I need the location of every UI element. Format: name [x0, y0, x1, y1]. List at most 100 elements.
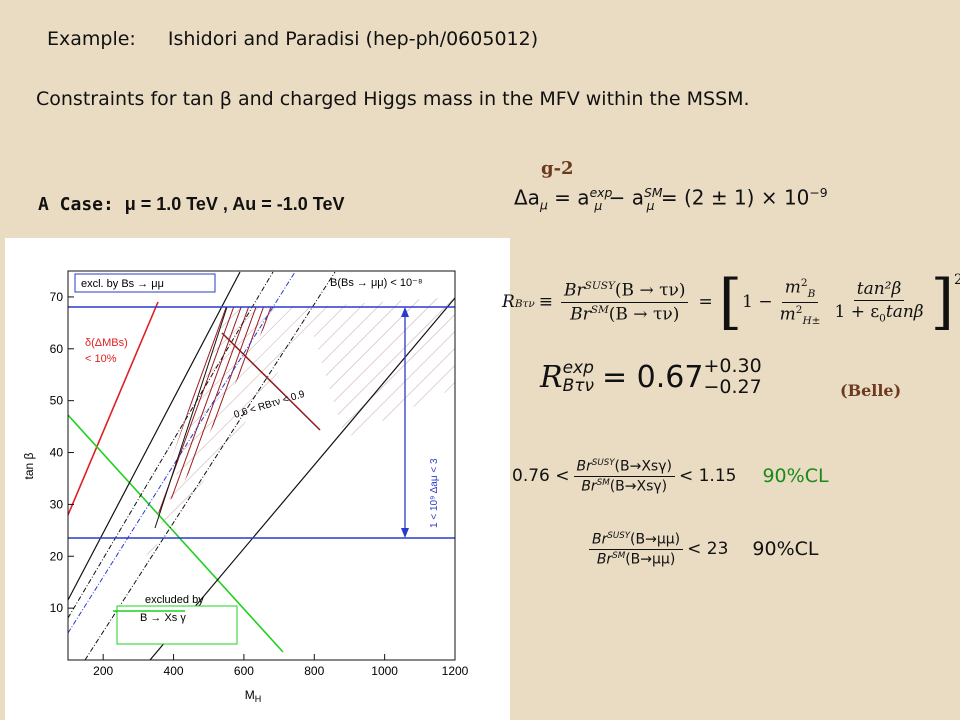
text: Bτν: [562, 376, 594, 396]
case: A Case: μ = 1.0 TeV , Au = -1.0 TeV: [38, 194, 344, 215]
shape: BrSUSY(B→Xsγ) BrSM(B→Xsγ): [573, 458, 675, 495]
shape: BrSM(B → τν): [567, 303, 682, 325]
shape: +0.30 −0.27: [703, 356, 761, 398]
x-axis-label: MH: [245, 688, 262, 704]
text: 1 −: [742, 292, 773, 312]
x-tick-label: 400: [164, 664, 184, 678]
text: μ: [646, 197, 655, 213]
text: =: [698, 292, 713, 312]
shape: [84, 271, 336, 660]
text: +0.30: [703, 355, 762, 377]
annotation: < 10%: [85, 353, 117, 365]
text: R: [540, 359, 563, 395]
text: = (2 ± 1) × 10: [654, 185, 810, 210]
annotation: 1 < 10⁹ Δaμ < 3: [429, 458, 440, 528]
text: 2: [954, 272, 960, 288]
shape: ]: [930, 267, 955, 337]
text: < 23: [687, 539, 729, 560]
text: SUSY: [607, 531, 631, 541]
shape: [: [718, 267, 743, 337]
text: 2: [800, 277, 808, 290]
text: M: [245, 688, 255, 702]
text: Br: [570, 304, 591, 325]
shape: [116, 605, 238, 645]
bmm-equation: BrSUSY(B→μμ) BrSM(B→μμ) < 23 90%CL: [585, 531, 818, 567]
text: μ: [539, 197, 548, 213]
shape: BrSUSY(B→μμ) BrSM(B→μμ): [589, 531, 684, 568]
shape: BrSUSY(B → τν): [561, 280, 689, 303]
text: Br: [564, 280, 585, 301]
text: Bτν: [514, 298, 535, 310]
shape: [74, 273, 216, 293]
text: SUSY: [591, 458, 615, 468]
plot: 200 400 600 800 1000 1200 10 20 30 40 50 60 70 excl.…: [5, 238, 510, 720]
y-tick-label: 40: [50, 446, 64, 460]
x-tick-label: 600: [234, 664, 254, 678]
text: < 1.15: [678, 466, 737, 487]
text: 1 + ε: [834, 302, 880, 323]
text: − a: [602, 185, 645, 210]
shape: 200 400 600 800 1000 1200 10 20 30 40 50 60 70: [50, 290, 469, 678]
text: tan²β: [853, 279, 905, 302]
text: H: [255, 694, 262, 704]
text: Example:: [47, 28, 136, 50]
text: (B → τν): [608, 304, 680, 325]
annotation: B(Bs → μμ) < 10⁻⁸: [330, 277, 423, 289]
text: 2: [795, 303, 803, 316]
shape: [68, 271, 455, 660]
text: SM: [644, 185, 663, 200]
text: μ: [594, 197, 603, 213]
text: μ = 1.0 TeV , Au = -1.0 TeV: [124, 194, 345, 214]
g2-equation: Δaμ = aexpμ − aSMμ = (2 ± 1) × 10−9: [514, 185, 828, 213]
source: (Belle): [840, 381, 902, 400]
text: m: [784, 278, 801, 299]
y-tick-label: 20: [50, 549, 64, 563]
text: 0: [879, 312, 886, 325]
x-tick-label: 800: [304, 664, 324, 678]
text: SM: [596, 477, 610, 488]
shape: BrSUSY(B → τν) BrSM(B → τν): [561, 280, 689, 325]
text: = 0.67: [602, 359, 704, 395]
shape: [67, 270, 456, 661]
shape: BrSUSY(B→Xsγ): [573, 458, 675, 477]
rbtn-equation: R Bτν ≡ BrSUSY(B → τν) BrSM(B → τν) = [ 1 …: [502, 272, 960, 332]
text: SM: [590, 303, 609, 316]
text: Br: [581, 478, 597, 495]
shape: m2H±: [777, 303, 824, 327]
text: 0.76 <: [512, 466, 570, 487]
text: tanβ: [885, 302, 924, 323]
shape: [150, 307, 275, 523]
shape: 1 + ε0tanβ: [831, 301, 926, 324]
text: (B → τν): [614, 280, 686, 301]
x-tick-label: 1200: [442, 664, 469, 678]
text: Br: [576, 458, 592, 475]
shape: [68, 271, 296, 634]
text: −0.27: [703, 376, 762, 398]
shape: [154, 306, 228, 529]
shape: [401, 307, 409, 317]
y-tick-label: 10: [50, 601, 64, 615]
text: (B→Xsγ): [614, 458, 672, 475]
shape: [221, 332, 321, 431]
y-tick-label: 50: [50, 394, 64, 408]
shape: [149, 297, 455, 660]
shape: [68, 271, 241, 601]
y-tick-label: 60: [50, 342, 64, 356]
text: Br: [592, 531, 608, 548]
text: Br: [596, 551, 613, 568]
text: m: [779, 304, 796, 325]
x-tick-label: 1000: [371, 664, 398, 678]
g2-label: g-2: [541, 158, 574, 179]
annotation: excl. by Bs → μμ: [81, 278, 164, 290]
annotation: B → Xs γ: [140, 612, 186, 624]
x-tick-label: 200: [93, 664, 113, 678]
text: ≡: [538, 292, 554, 312]
shape: [68, 301, 159, 516]
bsg-equation: 0.76 < BrSUSY(B→Xsγ) BrSM(B→Xsγ) < 1.15 9…: [512, 458, 829, 494]
y-tick-label: 30: [50, 497, 64, 511]
shape: [68, 414, 284, 653]
shape: BrSM(B→μμ): [594, 550, 678, 568]
text: 90%CL: [762, 465, 829, 488]
shape: [401, 528, 409, 538]
